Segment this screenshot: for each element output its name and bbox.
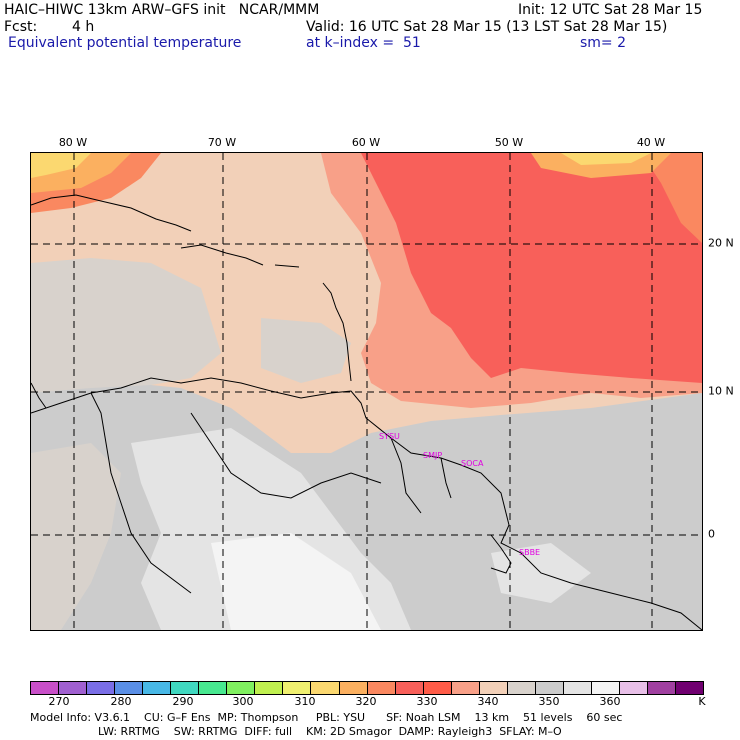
cbar-tick-270: 270 bbox=[48, 695, 70, 708]
field-band-320 bbox=[361, 153, 702, 383]
colorbar-swatch-14 bbox=[423, 682, 452, 694]
map-field: SYSU SMJP SOCA SBBE bbox=[31, 153, 702, 630]
colorbar-swatch-20 bbox=[591, 682, 620, 694]
coast-amazon-mouth bbox=[490, 534, 512, 574]
cbar-tick-320: 320 bbox=[355, 695, 377, 708]
colorbar-swatch-6 bbox=[199, 682, 228, 694]
cbar-tick-330: 330 bbox=[416, 695, 438, 708]
field-patch-light-2 bbox=[211, 533, 381, 630]
field-band-310-ne bbox=[641, 153, 702, 243]
colorbar-swatch-3 bbox=[115, 682, 144, 694]
field-band-gray-nw bbox=[31, 258, 221, 393]
colorbar-swatch-16 bbox=[479, 682, 508, 694]
field-name: Equivalent potential temperature bbox=[8, 35, 242, 51]
station-sysu: SYSU bbox=[379, 432, 400, 441]
cbar-tick-290: 290 bbox=[172, 695, 194, 708]
coast-central-america bbox=[31, 382, 47, 409]
colorbar-swatch-17 bbox=[507, 682, 536, 694]
colorbar-swatch-21 bbox=[619, 682, 649, 694]
lat-label-0: 0 bbox=[708, 527, 715, 541]
cbar-unit: K bbox=[698, 695, 706, 708]
colorbar-swatch-11 bbox=[339, 682, 368, 694]
lon-label-80w: 80 W bbox=[58, 136, 88, 149]
colorbar-swatch-7 bbox=[227, 682, 256, 694]
cbar-tick-280: 280 bbox=[110, 695, 132, 708]
lat-label-20n: 20 N bbox=[708, 236, 734, 250]
lon-label-50w: 50 W bbox=[494, 136, 524, 149]
model-title: HAIC–HIWC 13km ARW–GFS init NCAR/MMM bbox=[4, 2, 320, 18]
cbar-tick-340: 340 bbox=[477, 695, 499, 708]
forecast-hour: 4 h bbox=[72, 19, 95, 35]
field-band-gray-center bbox=[261, 318, 351, 383]
cbar-tick-360: 360 bbox=[599, 695, 621, 708]
colorbar-swatch-12 bbox=[367, 682, 396, 694]
colorbar-swatch-8 bbox=[255, 682, 284, 694]
station-soca: SOCA bbox=[461, 459, 484, 468]
border-suriname-guiana bbox=[440, 457, 452, 499]
model-info-line1: Model Info: V3.6.1 CU: G–F Ens MP: Thomp… bbox=[30, 711, 623, 724]
colorbar-swatch-4 bbox=[143, 682, 172, 694]
coast-puerto-rico bbox=[274, 264, 300, 268]
colorbar-swatch-9 bbox=[283, 682, 312, 694]
border-guyana-suriname bbox=[390, 437, 422, 514]
init-time: Init: 12 UTC Sat 28 Mar 15 bbox=[518, 2, 703, 18]
cbar-tick-300: 300 bbox=[232, 695, 254, 708]
cbar-tick-350: 350 bbox=[538, 695, 560, 708]
colorbar-swatch-10 bbox=[311, 682, 340, 694]
colorbar-swatch-23 bbox=[676, 682, 704, 694]
colorbar-swatch-2 bbox=[87, 682, 116, 694]
field-band-290-ne bbox=[561, 153, 651, 165]
colorbar-swatch-15 bbox=[451, 682, 480, 694]
field-band-290-nw bbox=[31, 153, 91, 178]
colorbar-swatch-19 bbox=[563, 682, 592, 694]
model-info-line2: LW: RRTMG SW: RRTMG DIFF: full KM: 2D Sm… bbox=[98, 725, 562, 738]
border-venezuela-colombia bbox=[90, 392, 192, 594]
level-index: at k–index = 51 bbox=[306, 35, 421, 51]
forecast-label: Fcst: bbox=[4, 19, 38, 35]
border-venezuela-brazil bbox=[190, 412, 382, 499]
cbar-tick-310: 310 bbox=[294, 695, 316, 708]
colorbar-swatch-1 bbox=[59, 682, 88, 694]
lon-label-40w: 40 W bbox=[636, 136, 666, 149]
colorbar-swatch-5 bbox=[171, 682, 200, 694]
valid-time: Valid: 16 UTC Sat 28 Mar 15 (13 LST Sat … bbox=[306, 19, 668, 35]
station-smjp: SMJP bbox=[423, 451, 442, 460]
station-sbbe: SBBE bbox=[519, 548, 540, 557]
map-panel: SYSU SMJP SOCA SBBE bbox=[30, 152, 703, 631]
colorbar-swatch-13 bbox=[395, 682, 424, 694]
lon-label-70w: 70 W bbox=[207, 136, 237, 149]
smoothing: sm= 2 bbox=[580, 35, 627, 51]
colorbar-swatch-22 bbox=[648, 682, 677, 694]
coast-cuba bbox=[31, 194, 192, 232]
colorbar bbox=[30, 681, 704, 695]
lat-label-10n: 10 N bbox=[708, 384, 734, 398]
coast-lesser-antilles bbox=[322, 282, 352, 382]
lon-label-60w: 60 W bbox=[351, 136, 381, 149]
coast-hispaniola bbox=[180, 244, 264, 266]
colorbar-swatch-0 bbox=[31, 682, 60, 694]
colorbar-swatch-18 bbox=[535, 682, 564, 694]
field-patch-tan-sw bbox=[31, 443, 121, 630]
